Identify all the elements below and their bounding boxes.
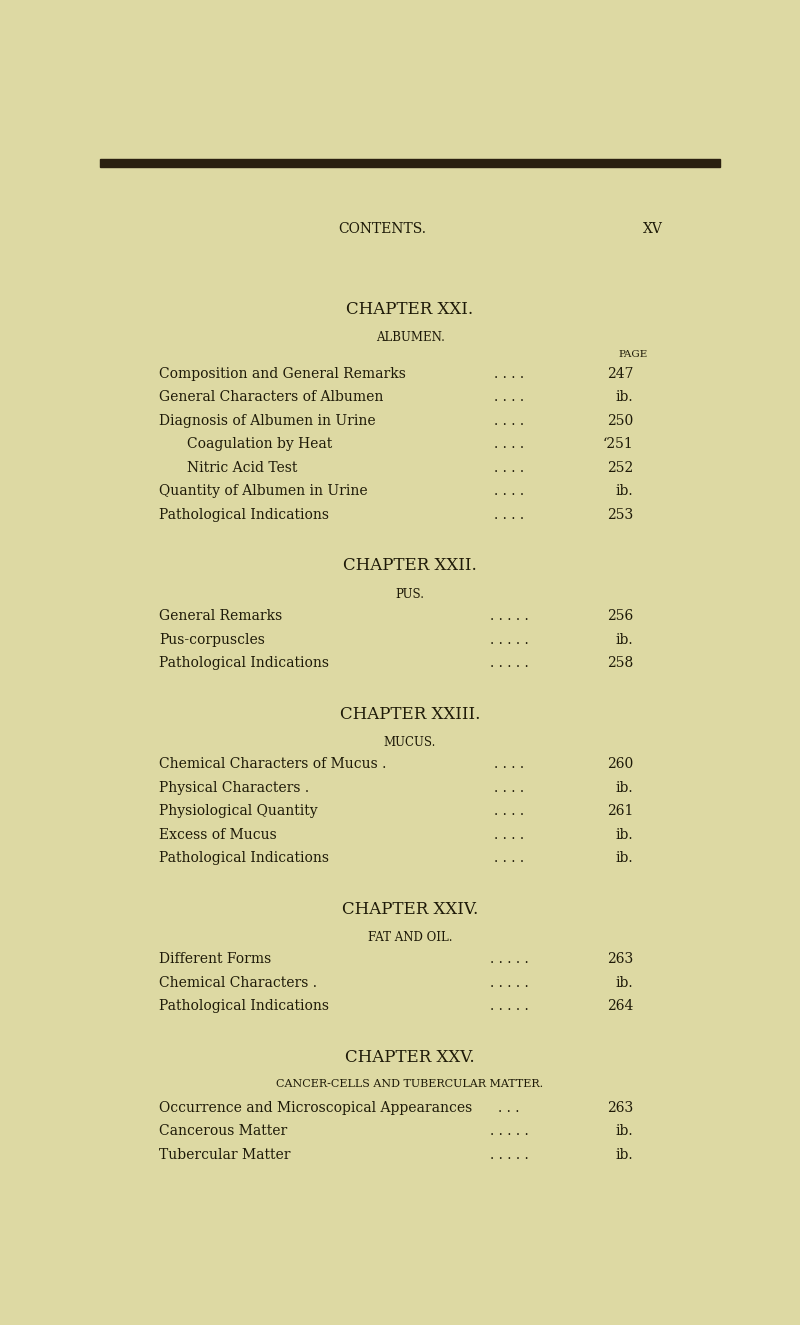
Text: CHAPTER XXI.: CHAPTER XXI. [346, 302, 474, 318]
Text: ib.: ib. [615, 632, 634, 647]
Text: 258: 258 [607, 656, 634, 670]
Text: General Remarks: General Remarks [159, 610, 282, 623]
Text: Tubercular Matter: Tubercular Matter [159, 1147, 290, 1162]
Text: Pathological Indications: Pathological Indications [159, 999, 329, 1014]
Text: 263: 263 [607, 1101, 634, 1114]
Text: Different Forms: Different Forms [159, 953, 271, 966]
Text: MUCUS.: MUCUS. [384, 735, 436, 749]
Text: CHAPTER XXII.: CHAPTER XXII. [343, 558, 477, 575]
Text: Composition and General Remarks: Composition and General Remarks [159, 367, 406, 380]
Text: General Characters of Albumen: General Characters of Albumen [159, 391, 383, 404]
Text: . . . .: . . . . [494, 461, 524, 474]
Text: . . .: . . . [498, 1101, 520, 1114]
Text: CONTENTS.: CONTENTS. [338, 223, 426, 236]
Text: 264: 264 [607, 999, 634, 1014]
Text: Quantity of Albumen in Urine: Quantity of Albumen in Urine [159, 485, 367, 498]
Text: FAT AND OIL.: FAT AND OIL. [368, 931, 452, 943]
Text: . . . . .: . . . . . [490, 1124, 529, 1138]
Text: XV: XV [642, 223, 662, 236]
Text: Chemical Characters of Mucus .: Chemical Characters of Mucus . [159, 758, 386, 771]
Text: CHAPTER XXIII.: CHAPTER XXIII. [340, 706, 480, 722]
Text: . . . .: . . . . [494, 780, 524, 795]
Text: 263: 263 [607, 953, 634, 966]
Text: 247: 247 [606, 367, 634, 380]
Text: ib.: ib. [615, 485, 634, 498]
Text: Pathological Indications: Pathological Indications [159, 507, 329, 522]
Text: ib.: ib. [615, 828, 634, 841]
Text: CHAPTER XXV.: CHAPTER XXV. [345, 1049, 475, 1067]
Text: . . . .: . . . . [494, 828, 524, 841]
Text: . . . . .: . . . . . [490, 999, 529, 1014]
Text: . . . .: . . . . [494, 507, 524, 522]
Text: PAGE: PAGE [618, 350, 648, 359]
Text: 252: 252 [607, 461, 634, 474]
Text: 256: 256 [607, 610, 634, 623]
Text: . . . . .: . . . . . [490, 632, 529, 647]
Text: 250: 250 [607, 413, 634, 428]
Text: . . . .: . . . . [494, 437, 524, 452]
Text: . . . .: . . . . [494, 367, 524, 380]
Text: ib.: ib. [615, 391, 634, 404]
Text: ib.: ib. [615, 1124, 634, 1138]
Text: . . . .: . . . . [494, 851, 524, 865]
Text: ‘251: ‘251 [602, 437, 634, 452]
Text: Excess of Mucus: Excess of Mucus [159, 828, 277, 841]
Text: PUS.: PUS. [395, 587, 425, 600]
Text: 253: 253 [607, 507, 634, 522]
Text: . . . .: . . . . [494, 804, 524, 819]
Text: . . . .: . . . . [494, 391, 524, 404]
Text: Chemical Characters .: Chemical Characters . [159, 977, 317, 990]
Text: ib.: ib. [615, 977, 634, 990]
Text: ALBUMEN.: ALBUMEN. [375, 331, 445, 344]
Text: . . . . .: . . . . . [490, 1147, 529, 1162]
Text: Pathological Indications: Pathological Indications [159, 656, 329, 670]
Text: CHAPTER XXIV.: CHAPTER XXIV. [342, 901, 478, 918]
Text: . . . . .: . . . . . [490, 656, 529, 670]
Text: . . . .: . . . . [494, 485, 524, 498]
Text: 260: 260 [607, 758, 634, 771]
Text: Nitric Acid Test: Nitric Acid Test [187, 461, 297, 474]
Text: Cancerous Matter: Cancerous Matter [159, 1124, 287, 1138]
Text: 261: 261 [607, 804, 634, 819]
Text: . . . .: . . . . [494, 758, 524, 771]
Text: Physiological Quantity: Physiological Quantity [159, 804, 318, 819]
Text: Diagnosis of Albumen in Urine: Diagnosis of Albumen in Urine [159, 413, 375, 428]
Text: Physical Characters .: Physical Characters . [159, 780, 309, 795]
Text: . . . . .: . . . . . [490, 953, 529, 966]
Text: Pus-corpuscles: Pus-corpuscles [159, 632, 265, 647]
Text: Coagulation by Heat: Coagulation by Heat [187, 437, 332, 452]
Bar [100, 159, 720, 167]
Text: CANCER-CELLS AND TUBERCULAR MATTER.: CANCER-CELLS AND TUBERCULAR MATTER. [277, 1079, 543, 1089]
Text: . . . . .: . . . . . [490, 977, 529, 990]
Text: ib.: ib. [615, 851, 634, 865]
Text: Occurrence and Microscopical Appearances: Occurrence and Microscopical Appearances [159, 1101, 472, 1114]
Text: . . . .: . . . . [494, 413, 524, 428]
Text: Pathological Indications: Pathological Indications [159, 851, 329, 865]
Text: ib.: ib. [615, 780, 634, 795]
Text: . . . . .: . . . . . [490, 610, 529, 623]
Text: ib.: ib. [615, 1147, 634, 1162]
